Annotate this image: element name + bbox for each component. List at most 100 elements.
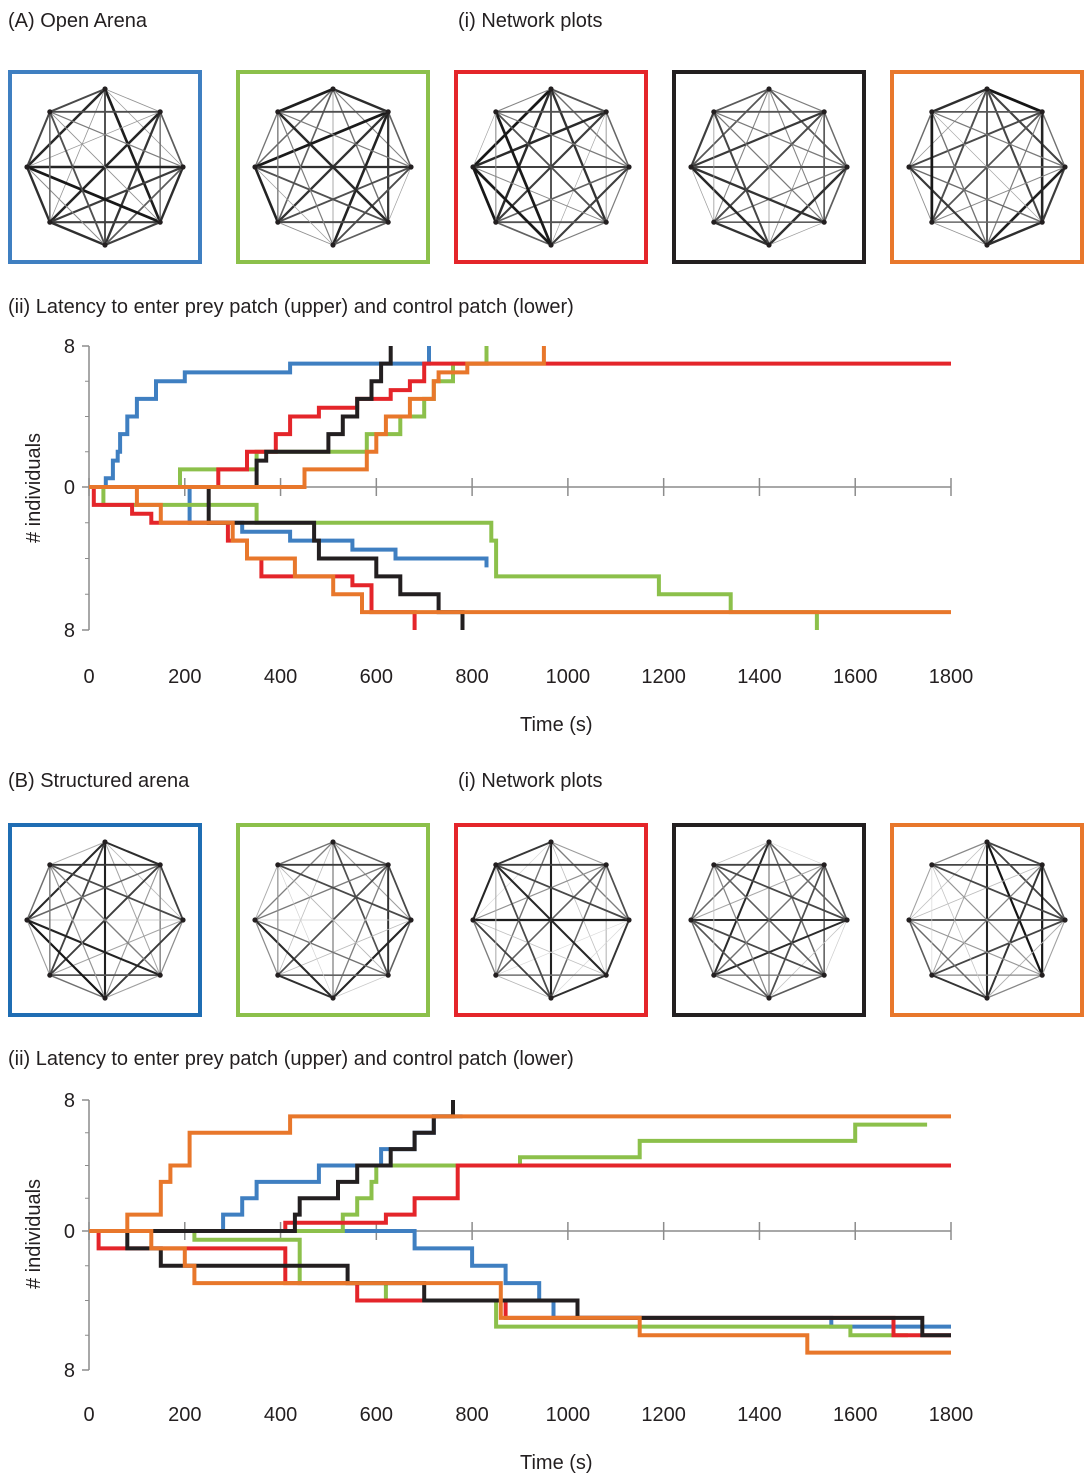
network-edge — [713, 111, 848, 168]
network-node — [603, 972, 609, 978]
series-2-upper-line — [89, 346, 489, 489]
network-edge — [332, 87, 389, 113]
network-edge — [254, 166, 334, 246]
network-edge — [495, 864, 630, 921]
network-edge — [254, 111, 279, 168]
x-tick-label: 1800 — [929, 1404, 974, 1426]
network-node — [688, 917, 694, 923]
network-node — [47, 219, 53, 225]
series-3-lower-line — [89, 1229, 951, 1338]
network-node — [844, 164, 850, 170]
network-edge — [472, 166, 607, 223]
network-edge — [768, 88, 825, 113]
y-axis-label: # individuals — [23, 433, 45, 543]
network-node — [470, 917, 476, 923]
network-edge — [26, 166, 106, 246]
network-edge — [48, 111, 106, 246]
network-edge — [495, 864, 607, 976]
network-node — [252, 164, 258, 170]
network-edge — [387, 919, 412, 976]
network-edge — [276, 110, 390, 224]
network-node — [470, 164, 476, 170]
network-edge — [253, 166, 280, 223]
panel-a-xlabel: Time (s) — [520, 714, 593, 736]
network-frame — [672, 823, 866, 1017]
network-edge — [472, 166, 552, 246]
network-edge — [605, 166, 630, 223]
network-edge — [49, 165, 184, 224]
network-edge — [986, 87, 1043, 114]
network-edge — [550, 88, 607, 113]
network-edge — [159, 166, 185, 223]
network-node — [180, 164, 186, 170]
network-edge — [387, 166, 412, 223]
network-edge — [277, 111, 334, 246]
network-node — [766, 242, 772, 248]
network-edge — [713, 841, 770, 866]
network-node — [1062, 917, 1068, 923]
x-tick-label: 1600 — [833, 1404, 878, 1426]
panel-b-latency-title: (ii) Latency to enter prey patch (upper)… — [8, 1048, 574, 1070]
x-tick-label: 400 — [264, 666, 297, 688]
network-edge — [713, 221, 770, 247]
network-node — [548, 995, 554, 1001]
panel-b-network-4 — [672, 823, 866, 1017]
network-node — [984, 995, 990, 1001]
network-node — [47, 109, 53, 115]
network-node — [688, 164, 694, 170]
panel-b-network-1 — [8, 823, 202, 1017]
series-3-upper-line — [89, 361, 951, 489]
y-tick-label: 8 — [64, 1090, 75, 1112]
network-edge — [605, 919, 630, 976]
network-node — [906, 164, 912, 170]
network-edge — [931, 111, 1066, 168]
x-tick-label: 600 — [360, 1404, 393, 1426]
series-4-upper-line — [89, 1100, 455, 1233]
series-1-upper-line — [89, 346, 431, 489]
series-5-upper-line — [89, 1114, 951, 1233]
network-edge — [254, 864, 279, 921]
y-tick-label: 0 — [64, 477, 75, 499]
network-edge — [690, 919, 715, 976]
network-edge — [986, 221, 1043, 247]
panel-b-xlabel: Time (s) — [520, 1452, 593, 1474]
network-node — [548, 839, 554, 845]
network-node — [157, 219, 163, 225]
series-1-lower-line — [89, 485, 489, 568]
x-tick-label: 1000 — [546, 1404, 591, 1426]
y-tick-label: 0 — [64, 1221, 75, 1243]
x-tick-label: 800 — [455, 1404, 488, 1426]
network-edge — [1041, 111, 1066, 168]
network-edge — [690, 111, 715, 168]
panel-a-network-title: (i) Network plots — [458, 10, 603, 32]
network-node — [102, 839, 108, 845]
network-node — [821, 109, 827, 115]
network-edge — [49, 111, 161, 223]
x-tick-label: 1600 — [833, 666, 878, 688]
network-frame — [236, 70, 430, 264]
series-2-lower-line — [89, 1229, 908, 1338]
network-node — [548, 242, 554, 248]
network-frame — [8, 70, 202, 264]
network-edge — [690, 864, 825, 921]
x-tick-label: 1800 — [929, 666, 974, 688]
network-frame — [8, 823, 202, 1017]
network-edge — [26, 111, 51, 168]
network-edge — [605, 111, 630, 168]
network-edge — [495, 111, 607, 223]
panel-a-title: (A) Open Arena — [8, 10, 147, 32]
network-edge — [49, 864, 106, 999]
network-node — [330, 995, 336, 1001]
panel-a-latency-chart: 8 0 8 0 200 400 600 800 1000 1200 1400 1600 1800 # in… — [23, 336, 973, 688]
network-edge — [823, 111, 848, 168]
network-edge — [931, 864, 988, 999]
network-edge — [49, 864, 184, 921]
series-4-upper-line — [89, 346, 393, 489]
network-edge — [713, 864, 770, 999]
network-node — [385, 862, 391, 868]
network-edge — [908, 166, 933, 223]
network-edge — [159, 864, 184, 921]
network-edge — [159, 111, 184, 168]
network-node — [906, 917, 912, 923]
